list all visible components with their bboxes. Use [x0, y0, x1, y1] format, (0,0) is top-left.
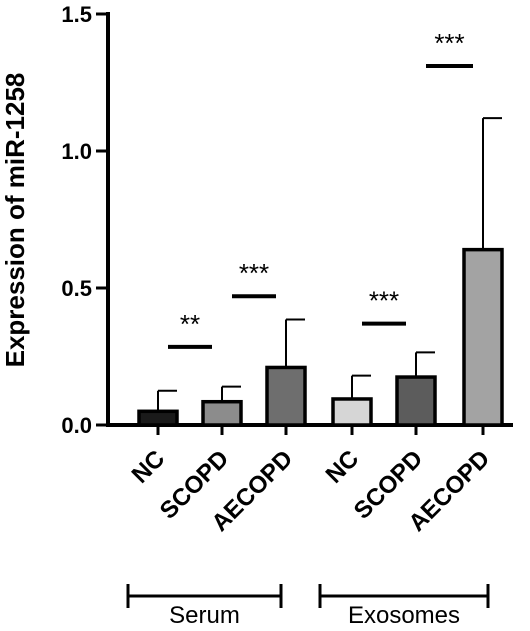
category-label: NC [127, 445, 171, 489]
y-tick-label: 1.5 [61, 2, 92, 27]
category-label: NC [321, 445, 365, 489]
bar [462, 247, 504, 427]
y-tick-label: 0.5 [61, 276, 92, 301]
significance-label: ** [180, 309, 200, 339]
y-axis-label: Expression of miR-1258 [0, 73, 30, 368]
group-label: Exosomes [348, 602, 460, 629]
group-label: Serum [169, 602, 240, 629]
y-tick-label: 0.0 [61, 413, 92, 438]
bar [265, 365, 307, 427]
group-brackets: Serum Exosomes [126, 584, 490, 629]
bar [201, 399, 243, 427]
bar [395, 375, 437, 427]
bar [331, 397, 373, 427]
significance-label: *** [239, 258, 269, 288]
bar [137, 409, 179, 427]
significance-label: *** [369, 286, 399, 316]
significance-label: *** [434, 28, 464, 58]
significance-annotations: *********** [168, 28, 473, 349]
error-bars [157, 117, 502, 412]
y-tick-label: 1.0 [61, 139, 92, 164]
